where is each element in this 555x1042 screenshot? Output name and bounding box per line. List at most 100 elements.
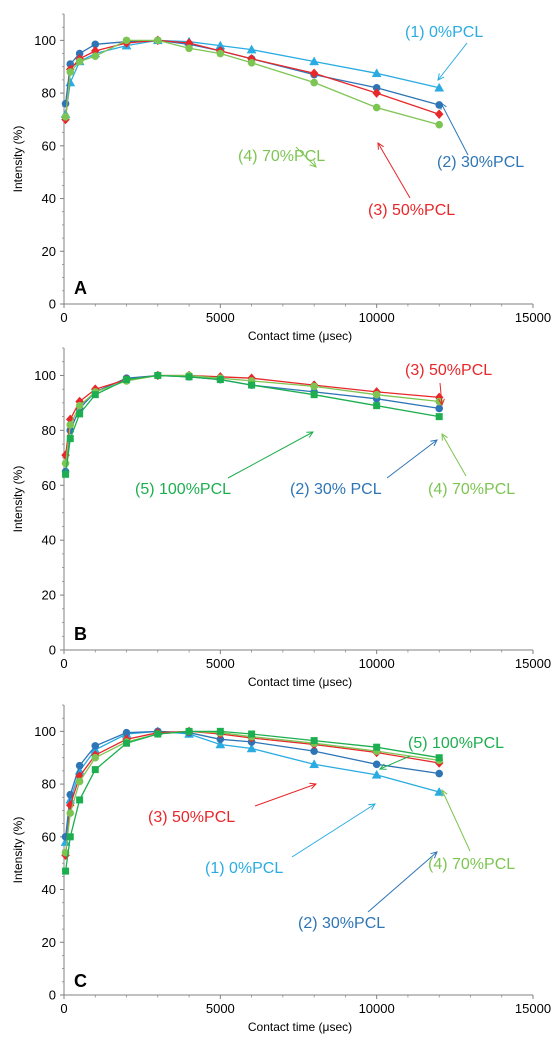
annotation-s4: (4) 70%PCL	[428, 433, 515, 498]
data-point	[216, 727, 224, 735]
data-point	[66, 833, 74, 841]
data-point	[91, 40, 100, 49]
data-point	[246, 743, 257, 753]
annotation-arrowhead	[437, 73, 445, 81]
data-point	[123, 739, 131, 747]
data-point	[61, 113, 70, 121]
x-tick-label: 15000	[515, 1001, 551, 1016]
panel-letter: C	[74, 971, 87, 991]
data-point	[373, 743, 381, 751]
y-axis-title: Intensity (%)	[11, 126, 25, 193]
x-tick-label: 0	[60, 1001, 67, 1016]
x-tick-label: 0	[60, 310, 67, 325]
annotation-label: (4) 70%PCL	[428, 856, 515, 873]
data-point	[66, 68, 75, 76]
data-point	[248, 381, 256, 389]
x-tick-label: 5000	[206, 1001, 235, 1016]
x-axis-title: Contact time (μsec)	[248, 675, 352, 689]
annotation-arrowhead	[440, 102, 447, 110]
annotation-arrowhead	[377, 142, 384, 150]
annotation-arrow	[386, 439, 438, 479]
data-point	[309, 68, 319, 79]
annotation-s5: (5) 100%PCL	[378, 735, 504, 770]
annotation-label: (2) 30%PCL	[298, 915, 385, 932]
annotation-arrow	[254, 783, 317, 807]
data-point	[66, 60, 75, 68]
y-tick-label: 100	[34, 33, 56, 48]
annotation-label: (3) 50%PCL	[148, 809, 235, 826]
data-point	[75, 49, 84, 58]
data-point	[371, 769, 382, 779]
data-point	[76, 410, 84, 418]
data-point	[75, 401, 84, 410]
annotation-s2: (2) 30%PCL	[437, 102, 524, 171]
data-point	[435, 120, 444, 129]
data-point	[75, 777, 84, 786]
y-tick-label: 80	[42, 423, 56, 438]
data-point	[122, 36, 131, 45]
data-point	[154, 36, 162, 45]
data-point	[216, 49, 225, 58]
data-point	[61, 459, 70, 468]
annotation-arrowhead	[430, 851, 438, 859]
annotation-label: (5) 100%PCL	[408, 735, 504, 752]
data-point	[61, 99, 70, 108]
data-point	[435, 413, 443, 421]
data-point	[215, 739, 226, 749]
y-tick-label: 0	[49, 988, 56, 1003]
data-point	[62, 867, 70, 875]
data-point	[434, 109, 444, 120]
annotation-s3: (3) 50%PCL	[368, 142, 455, 219]
annotation-arrowhead	[441, 788, 448, 797]
series-line	[64, 374, 440, 475]
data-point	[435, 404, 444, 413]
data-point	[247, 58, 256, 67]
panel-letter: B	[74, 624, 87, 644]
chart-panel-a: 0 20 40 60 80 100 0 5000 10000 15000 Contact time …	[11, 13, 551, 343]
x-tick-label: 15000	[515, 656, 551, 671]
data-point	[154, 730, 162, 738]
data-point	[185, 727, 193, 735]
data-point	[123, 376, 131, 384]
y-tick-label: 40	[42, 882, 56, 897]
annotation-arrow	[379, 755, 411, 770]
annotation-arrowhead	[430, 439, 438, 447]
y-tick-label: 20	[42, 588, 56, 603]
data-point	[216, 735, 225, 744]
y-tick-label: 40	[42, 191, 56, 206]
x-tick-label: 5000	[206, 310, 235, 325]
annotation-s2: (2) 30% PCL	[290, 439, 438, 498]
data-point	[310, 737, 318, 745]
data-point	[75, 57, 84, 66]
x-tick-label: 10000	[359, 310, 395, 325]
annotation-label: (1) 0%PCL	[405, 24, 483, 41]
data-point	[91, 753, 100, 762]
y-tick-label: 0	[49, 643, 56, 658]
y-tick-label: 40	[42, 533, 56, 548]
x-tick-label: 15000	[515, 310, 551, 325]
x-tick-label: 10000	[359, 656, 395, 671]
annotation-arrow	[291, 803, 376, 858]
data-point	[372, 390, 381, 399]
annotation-s5: (5) 100%PCL	[135, 431, 314, 498]
series-line	[64, 730, 440, 872]
data-point	[122, 728, 131, 737]
y-tick-label: 0	[49, 297, 56, 312]
data-point	[246, 44, 257, 54]
y-tick-label: 100	[34, 724, 56, 739]
annotation-arrow	[295, 146, 317, 168]
annotation-arrowhead	[441, 433, 448, 441]
annotation-s4: (4) 70%PCL	[238, 146, 325, 168]
data-point	[91, 742, 100, 750]
data-point	[76, 796, 84, 804]
series-s5	[62, 371, 443, 478]
annotation-arrow	[367, 851, 438, 913]
panel-letter: A	[74, 278, 87, 298]
annotation-s3: (3) 50%PCL	[405, 362, 492, 407]
y-tick-label: 100	[34, 368, 56, 383]
annotation-label: (2) 30% PCL	[290, 481, 382, 498]
data-point	[372, 760, 381, 769]
annotation-label: (1) 0%PCL	[205, 860, 283, 877]
annotation-s1: (1) 0%PCL	[205, 803, 376, 877]
